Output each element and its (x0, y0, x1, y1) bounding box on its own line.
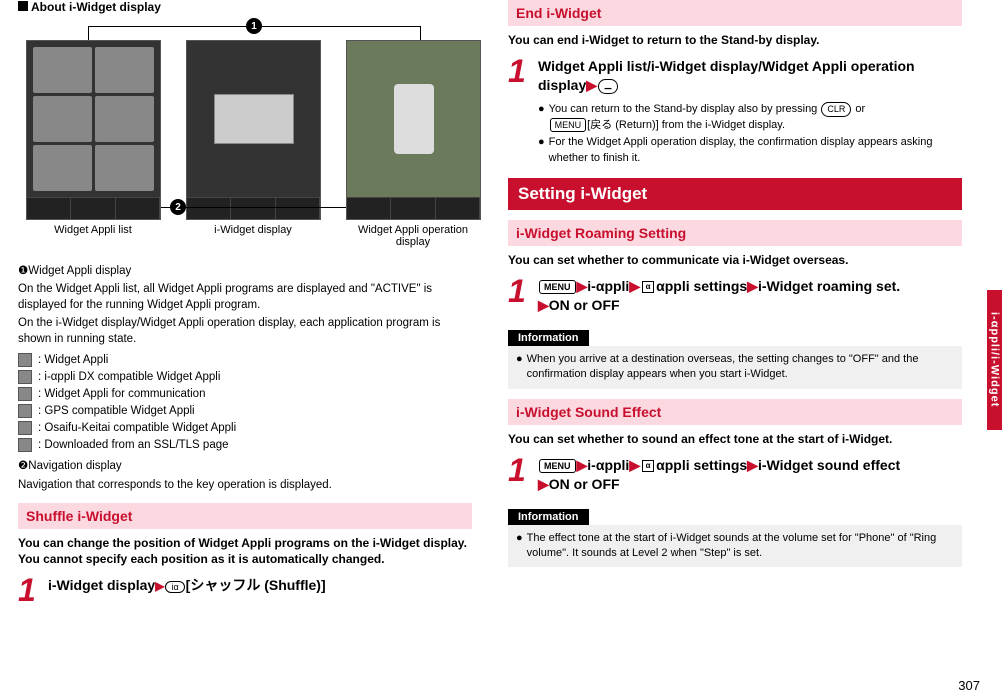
iappli-key-icon: iα (165, 581, 184, 593)
about-heading: About i-Widget display (18, 0, 472, 14)
screenshot-nav (187, 197, 320, 219)
clr-key-icon: CLR (821, 102, 851, 117)
legend-row: : Osaifu-Keitai compatible Widget Appli (18, 421, 472, 435)
widget-appli-icon (18, 353, 32, 367)
step-body: Widget Appli list/i-Widget display/Widge… (538, 55, 962, 96)
callout1-text-a: On the Widget Appli list, all Widget App… (18, 281, 472, 313)
information-box: ●When you arrive at a destination overse… (508, 346, 962, 389)
step-body: i-Widget display▶iα[シャッフル (Shuffle)] (48, 574, 472, 606)
screenshot-label-2: i-Widget display (188, 224, 318, 236)
shuffle-step: 1 i-Widget display▶iα[シャッフル (Shuffle)] (18, 574, 472, 606)
dx-compatible-icon (18, 370, 32, 384)
menu-key-icon: MENU (550, 118, 587, 133)
app-tile (33, 145, 92, 191)
ssl-icon (18, 438, 32, 452)
page: About i-Widget display 1 (0, 0, 1004, 680)
callout-1-badge: 1 (246, 18, 262, 34)
screenshot-operation (346, 40, 481, 220)
end-heading: End i-Widget (508, 0, 962, 26)
screenshot-row: 1 (18, 24, 472, 259)
screenshot-iwidget (186, 40, 321, 220)
roaming-intro: You can set whether to communicate via i… (508, 252, 962, 269)
roaming-heading: i-Widget Roaming Setting (508, 220, 962, 246)
screenshot-nav (347, 197, 480, 219)
end-note-1: ●You can return to the Stand-by display … (538, 102, 962, 133)
osaifu-icon (18, 421, 32, 435)
step-body: MENU▶i-αppli▶ααppli settings▶i-Widget ro… (538, 275, 962, 316)
screenshot-body (27, 41, 160, 197)
sound-step: 1 MENU▶i-αppli▶ααppli settings▶i-Widget … (508, 454, 962, 495)
side-tab: i-αppli/i-Widget (987, 290, 1002, 430)
step-number: 1 (18, 574, 48, 606)
screenshot-body (347, 41, 480, 197)
app-tile (33, 47, 92, 93)
information-label: Information (508, 509, 589, 525)
app-tile (95, 145, 154, 191)
callout-line (88, 26, 89, 40)
callout1-text-b: On the i-Widget display/Widget Appli ope… (18, 315, 472, 347)
screenshot-body (187, 41, 320, 197)
step-number: 1 (508, 55, 538, 96)
menu-key-icon: MENU (539, 280, 576, 295)
callout-line (186, 207, 346, 208)
alpha-icon: α (642, 460, 654, 472)
end-step: 1 Widget Appli list/i-Widget display/Wid… (508, 55, 962, 96)
icon-legend: : Widget Appli : i-αppli DX compatible W… (18, 353, 472, 452)
menu-key-icon: MENU (539, 459, 576, 474)
callout1-heading: ❶Widget Appli display (18, 263, 472, 279)
app-tile (33, 96, 92, 142)
information-label: Information (508, 330, 589, 346)
screenshot-nav (27, 197, 160, 219)
legend-row: : Downloaded from an SSL/TLS page (18, 438, 472, 452)
app-tile (95, 47, 154, 93)
page-number: 307 (958, 678, 980, 693)
left-column: About i-Widget display 1 (10, 0, 490, 680)
sound-intro: You can set whether to sound an effect t… (508, 431, 962, 448)
step-number: 1 (508, 275, 538, 316)
end-note-2: ●For the Widget Appli operation display,… (538, 135, 962, 166)
widget-thumb (214, 94, 294, 144)
callout-line (262, 26, 420, 27)
app-tile (95, 96, 154, 142)
screenshot-label-3: Widget Appli operation display (348, 224, 478, 248)
screenshot-label-1: Widget Appli list (28, 224, 158, 236)
legend-row: : GPS compatible Widget Appli (18, 404, 472, 418)
legend-row: : Widget Appli for communication (18, 387, 472, 401)
step-number: 1 (508, 454, 538, 495)
legend-row: : i-αppli DX compatible Widget Appli (18, 370, 472, 384)
step-body: MENU▶i-αppli▶ααppli settings▶i-Widget so… (538, 454, 962, 495)
right-column: End i-Widget You can end i-Widget to ret… (490, 0, 970, 680)
app-grid (27, 41, 160, 197)
sound-heading: i-Widget Sound Effect (508, 399, 962, 425)
callout-line (161, 207, 171, 208)
callout-2-badge: 2 (170, 199, 186, 215)
shuffle-heading: Shuffle i-Widget (18, 503, 472, 529)
callout-line (420, 26, 421, 40)
communication-icon (18, 387, 32, 401)
end-intro: You can end i-Widget to return to the St… (508, 32, 962, 49)
alpha-icon: α (642, 281, 654, 293)
callout2-heading: ❷Navigation display (18, 458, 472, 474)
setting-heading: Setting i-Widget (508, 178, 962, 210)
callout-line (88, 26, 246, 27)
shuffle-intro: You can change the position of Widget Ap… (18, 535, 472, 569)
roaming-step: 1 MENU▶i-αppli▶ααppli settings▶i-Widget … (508, 275, 962, 316)
callout2-text: Navigation that corresponds to the key o… (18, 477, 472, 493)
widget-cup (394, 84, 434, 154)
legend-row: : Widget Appli (18, 353, 472, 367)
information-box: ●The effect tone at the start of i-Widge… (508, 525, 962, 568)
end-key-icon: ⚊ (598, 79, 618, 94)
square-bullet-icon (18, 1, 28, 11)
gps-icon (18, 404, 32, 418)
screenshot-appli-list (26, 40, 161, 220)
